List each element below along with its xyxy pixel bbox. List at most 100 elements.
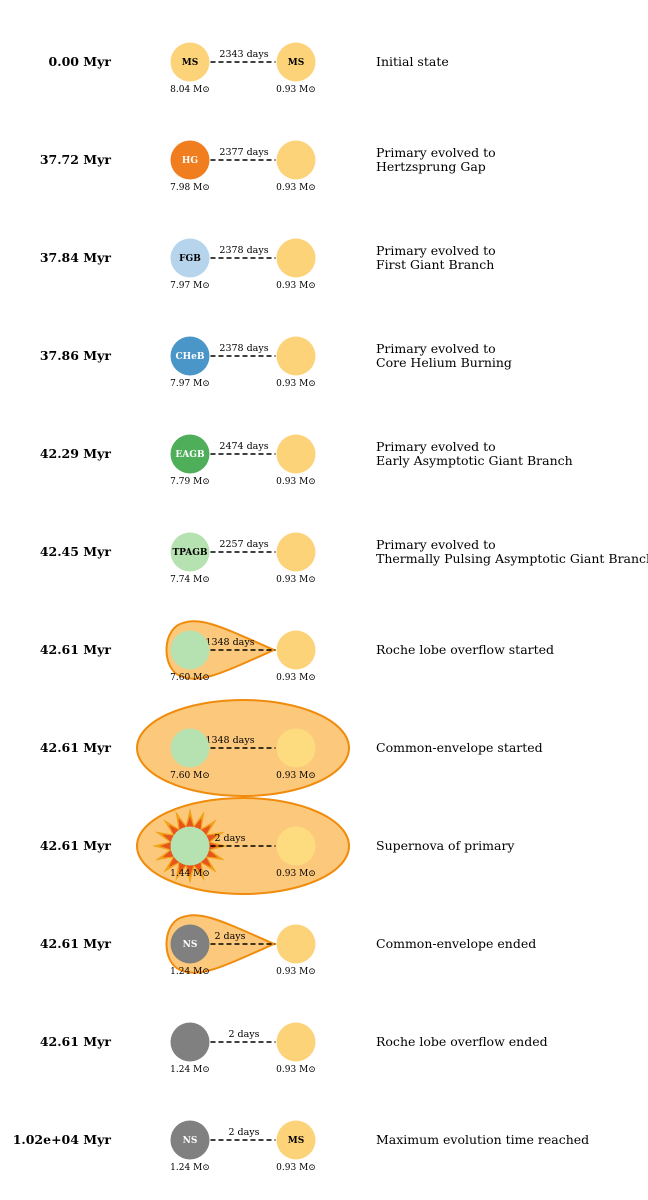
mass-unit: M⊙	[299, 281, 316, 291]
secondary-star	[276, 238, 316, 278]
primary-type-label: NS	[183, 940, 198, 950]
primary-type-label: HG	[182, 156, 198, 166]
primary-mass-value: 1.44	[170, 869, 190, 879]
secondary-mass-label: 0.93 M⊙	[276, 1163, 316, 1173]
secondary-mass-label: 0.93 M⊙	[276, 673, 316, 683]
secondary-mass-label: 0.93 M⊙	[276, 869, 316, 879]
primary-star	[170, 140, 210, 180]
primary-star	[170, 532, 210, 572]
primary-mass-value: 1.24	[170, 1163, 190, 1173]
event-description-line-1: Primary evolved to	[376, 243, 496, 258]
secondary-star	[276, 826, 316, 866]
time-label: 37.86 Myr	[40, 348, 112, 363]
primary-mass-value: 7.98	[170, 183, 190, 193]
secondary-star	[276, 42, 316, 82]
primary-star	[170, 1120, 210, 1160]
event-description: Roche lobe overflow ended	[376, 1034, 548, 1049]
time-label: 1.02e+04 Myr	[13, 1132, 112, 1147]
orbital-period-label: 1348 days	[205, 637, 254, 648]
secondary-mass-label: 0.93 M⊙	[276, 477, 316, 487]
primary-mass-value: 8.04	[170, 85, 190, 95]
event-description-line-1: Primary evolved to	[376, 145, 496, 160]
orbital-period-label: 2377 days	[219, 147, 268, 158]
primary-mass-value: 7.97	[170, 281, 190, 291]
mass-unit: M⊙	[299, 869, 316, 879]
time-label: 42.61 Myr	[40, 740, 112, 755]
secondary-mass-value: 0.93	[276, 183, 296, 193]
secondary-mass-label: 0.93 M⊙	[276, 85, 316, 95]
event-description-line-2: Core Helium Burning	[376, 355, 512, 370]
primary-mass-label: 1.24 M⊙	[170, 1163, 210, 1173]
mass-unit: M⊙	[193, 869, 210, 879]
secondary-mass-value: 0.93	[276, 575, 296, 585]
mass-unit: M⊙	[193, 673, 210, 683]
secondary-mass-label: 0.93 M⊙	[276, 183, 316, 193]
primary-mass-label: 7.97 M⊙	[170, 379, 210, 389]
primary-mass-label: 1.24 M⊙	[170, 1065, 210, 1075]
orbital-period-label: 2378 days	[219, 245, 268, 256]
secondary-mass-label: 0.93 M⊙	[276, 771, 316, 781]
secondary-type-label: MS	[288, 1136, 304, 1146]
secondary-star	[276, 1120, 316, 1160]
secondary-type-label: MS	[288, 58, 304, 68]
event-description-line-1: Primary evolved to	[376, 439, 496, 454]
primary-mass-value: 1.24	[170, 1065, 190, 1075]
primary-type-label: MS	[182, 58, 198, 68]
secondary-mass-value: 0.93	[276, 379, 296, 389]
secondary-star	[276, 630, 316, 670]
primary-type-label: FGB	[179, 254, 201, 264]
secondary-mass-value: 0.93	[276, 281, 296, 291]
primary-mass-label: 7.97 M⊙	[170, 281, 210, 291]
secondary-star	[276, 1022, 316, 1062]
orbital-period-label: 2 days	[228, 1029, 259, 1040]
primary-mass-value: 7.79	[170, 477, 190, 487]
mass-unit: M⊙	[299, 967, 316, 977]
primary-star	[170, 434, 210, 474]
evolution-step: 37.84 Myr 2378 days FGB 7.97 M⊙ 0.93 M⊙ Prima…	[40, 238, 496, 291]
primary-star	[170, 728, 210, 768]
orbital-period-label: 2 days	[214, 931, 245, 942]
primary-mass-label: 1.24 M⊙	[170, 967, 210, 977]
mass-unit: M⊙	[299, 575, 316, 585]
time-label: 37.84 Myr	[40, 250, 112, 265]
secondary-mass-value: 0.93	[276, 967, 296, 977]
orbital-period-label: 1348 days	[205, 735, 254, 746]
mass-unit: M⊙	[193, 771, 210, 781]
secondary-mass-value: 0.93	[276, 869, 296, 879]
secondary-star	[276, 728, 316, 768]
time-label: 42.61 Myr	[40, 1034, 112, 1049]
mass-unit: M⊙	[299, 379, 316, 389]
secondary-mass-value: 0.93	[276, 1163, 296, 1173]
event-description-line-1: Primary evolved to	[376, 341, 496, 356]
time-label: 42.61 Myr	[40, 838, 112, 853]
mass-unit: M⊙	[193, 1065, 210, 1075]
secondary-mass-value: 0.93	[276, 85, 296, 95]
secondary-mass-label: 0.93 M⊙	[276, 575, 316, 585]
primary-star	[170, 42, 210, 82]
primary-star	[170, 336, 210, 376]
time-label: 42.61 Myr	[40, 936, 112, 951]
primary-star	[170, 924, 210, 964]
primary-star	[170, 826, 210, 866]
secondary-star	[276, 924, 316, 964]
mass-unit: M⊙	[193, 1163, 210, 1173]
primary-star	[170, 630, 210, 670]
event-description-line-2: Early Asymptotic Giant Branch	[376, 453, 573, 468]
mass-unit: M⊙	[193, 575, 210, 585]
event-description-line-2: Hertzsprung Gap	[376, 159, 486, 174]
event-description: Common-envelope ended	[376, 936, 536, 951]
secondary-mass-label: 0.93 M⊙	[276, 1065, 316, 1075]
secondary-mass-value: 0.93	[276, 771, 296, 781]
orbital-period-label: 2343 days	[219, 49, 268, 60]
primary-mass-label: 7.98 M⊙	[170, 183, 210, 193]
evolution-step: 42.61 Myr 2 days 1.24 M⊙ 0.93 M⊙ Roche lobe …	[40, 1022, 548, 1075]
time-label: 42.45 Myr	[40, 544, 112, 559]
